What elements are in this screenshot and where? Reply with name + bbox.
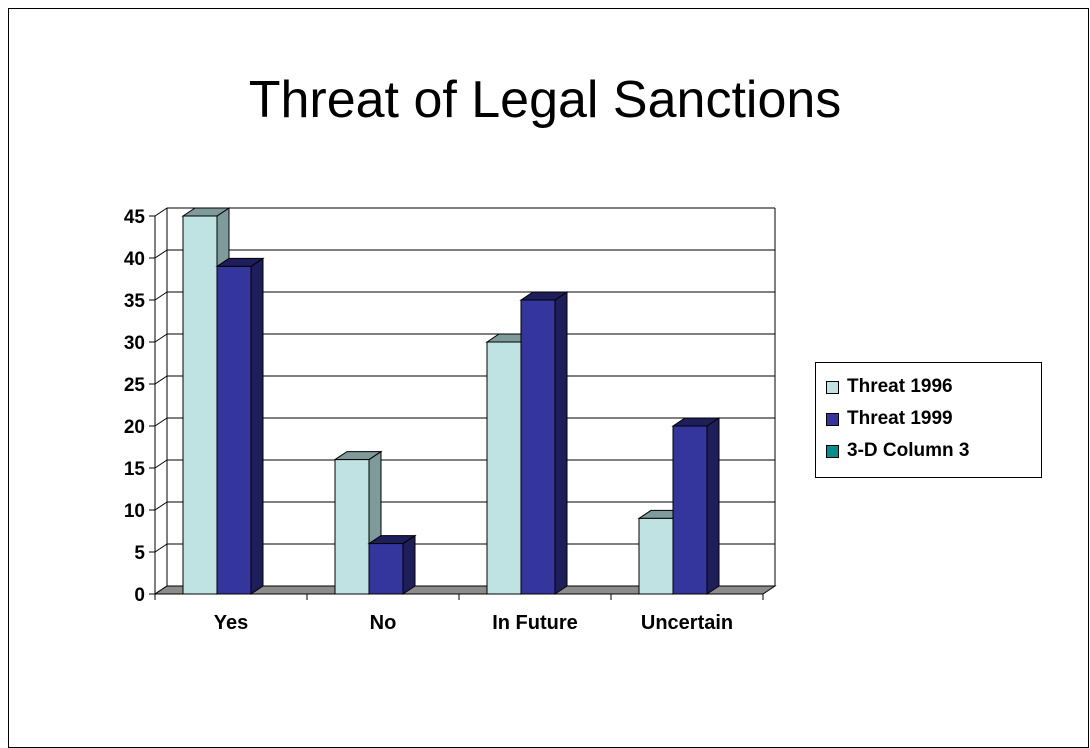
gridline-side-2 xyxy=(154,501,168,511)
chart-title: Threat of Legal Sanctions xyxy=(248,71,842,129)
gridline-side-6 xyxy=(154,333,168,343)
bar-front-1-3 xyxy=(672,425,708,595)
gridline-side-3 xyxy=(154,459,168,469)
y-tick-label-2: 10 xyxy=(124,501,145,522)
y-tick-label-1: 5 xyxy=(134,543,145,564)
legend-swatch-1 xyxy=(826,412,839,426)
bar-front-1-0 xyxy=(216,265,252,595)
gridline-side-8 xyxy=(154,249,168,259)
chart-floor xyxy=(153,585,777,595)
legend: Threat 1996 Threat 1999 3-D Column 3 xyxy=(815,362,1042,478)
bar-front-0-0 xyxy=(182,215,218,595)
x-tick-label-2: In Future xyxy=(492,612,578,634)
legend-item-1: Threat 1999 xyxy=(816,403,1041,435)
bar-1-0 xyxy=(215,257,265,595)
legend-label-1: Threat 1999 xyxy=(847,408,953,429)
gridline-side-7 xyxy=(154,291,168,301)
legend-item-0: Threat 1996 xyxy=(816,371,1041,403)
gridline-side-4 xyxy=(154,417,168,427)
gridline-side-1 xyxy=(154,543,168,553)
y-tick-label-6: 30 xyxy=(124,333,145,354)
bar-1-2 xyxy=(519,291,569,595)
bar-1-1 xyxy=(367,534,417,595)
bar-side-1-0 xyxy=(250,257,264,595)
bar-front-0-3 xyxy=(638,517,674,595)
bar-side-1-3 xyxy=(706,417,720,595)
y-tick-label-0: 0 xyxy=(134,585,145,606)
legend-item-2: 3-D Column 3 xyxy=(816,435,1041,467)
bar-front-1-1 xyxy=(368,543,404,595)
x-tick-label-0: Yes xyxy=(214,612,248,634)
legend-label-0: Threat 1996 xyxy=(847,376,953,397)
bar-1-3 xyxy=(671,417,721,595)
bar-0-1 xyxy=(333,450,383,595)
gridline-side-5 xyxy=(154,375,168,385)
x-tick-label-1: No xyxy=(370,612,397,634)
legend-swatch-2 xyxy=(826,444,839,458)
bar-front-0-1 xyxy=(334,459,370,595)
y-tick-label-9: 45 xyxy=(124,207,146,228)
y-tick-label-7: 35 xyxy=(124,291,146,312)
legend-swatch-0 xyxy=(826,380,839,394)
gridline-side-9 xyxy=(154,207,168,217)
bar-front-0-2 xyxy=(486,341,522,595)
y-tick-label-5: 25 xyxy=(124,375,146,396)
legend-label-2: 3-D Column 3 xyxy=(847,440,970,461)
bar-front-1-2 xyxy=(520,299,556,595)
y-tick-label-3: 15 xyxy=(124,459,146,480)
y-tick-label-4: 20 xyxy=(124,417,145,438)
y-tick-label-8: 40 xyxy=(124,249,145,270)
chart-area: Yes No In Future Uncertain 0 5 10 15 20 25 30 35 40 4… xyxy=(124,207,777,634)
bar-side-1-2 xyxy=(554,291,568,595)
x-tick-label-3: Uncertain xyxy=(641,612,733,634)
bar-side-1-1 xyxy=(402,534,416,595)
